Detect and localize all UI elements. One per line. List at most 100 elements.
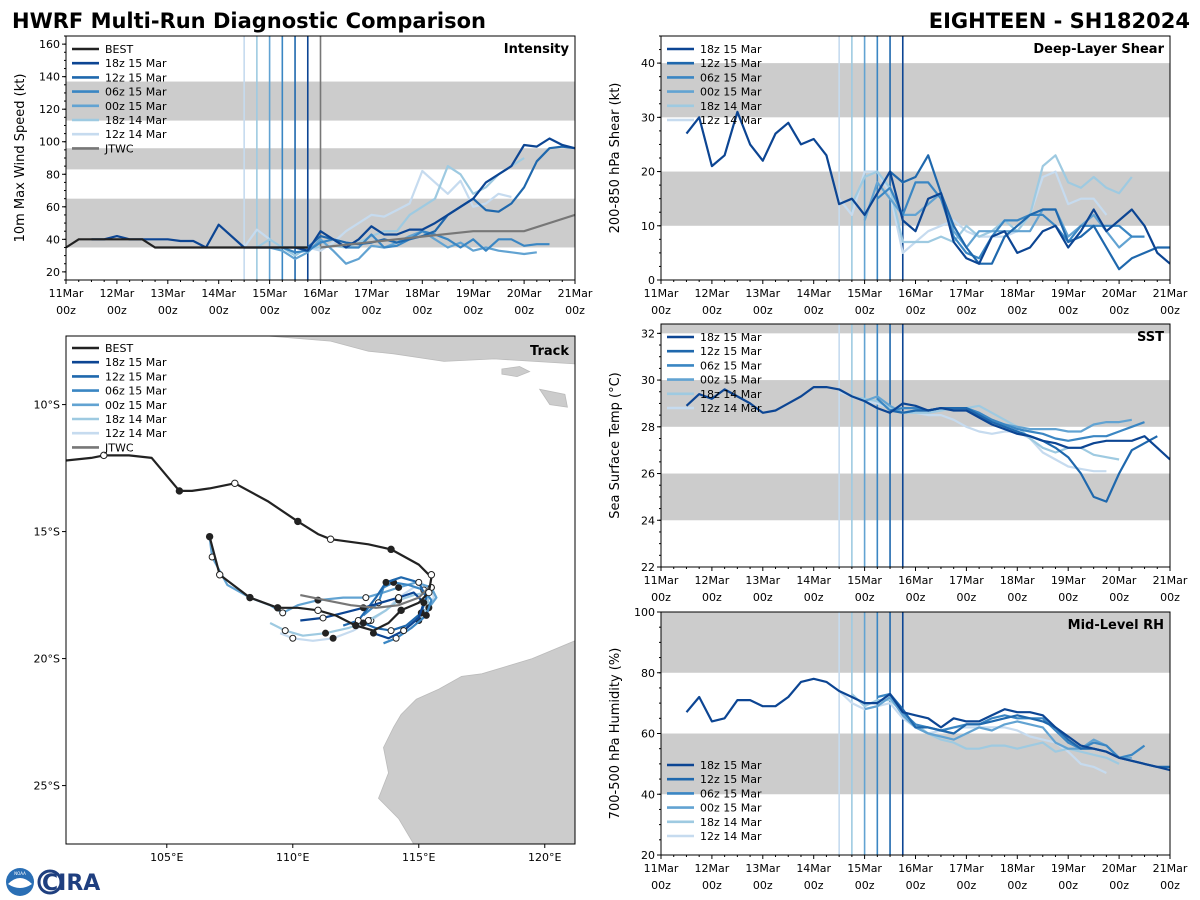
sst-xtick-sublabel: 00z <box>1160 591 1180 604</box>
shear-legend-label: 12z 14 Mar <box>700 114 762 127</box>
track-legend-label: 18z 15 Mar <box>105 356 167 369</box>
track-xtick-label: 110°E <box>276 851 309 864</box>
rh-xtick-sublabel: 00z <box>1160 879 1180 892</box>
sst-xtick-label: 14Mar <box>796 574 831 587</box>
intensity-jtwc-line <box>320 213 575 249</box>
intensity-legend-label: BEST <box>105 43 133 56</box>
intensity-ytick-label: 20 <box>46 266 60 279</box>
rh-legend-label: 12z 14 Mar <box>700 830 762 843</box>
intensity-title: Intensity <box>504 42 570 57</box>
intensity-ytick-label: 60 <box>46 201 60 214</box>
shear-xtick-label: 21Mar <box>1153 287 1188 300</box>
sst-band <box>661 380 1170 427</box>
intensity-xtick-label: 20Mar <box>507 287 542 300</box>
rh-ytick-label: 40 <box>641 788 655 801</box>
storm-id-title: EIGHTEEN - SH182024 <box>929 9 1190 33</box>
shear-xtick-label: 14Mar <box>796 287 831 300</box>
shear-xtick-sublabel: 00z <box>1160 304 1180 317</box>
shear-ytick-label: 0 <box>648 274 655 287</box>
intensity-legend-label: JTWC <box>104 142 134 155</box>
shear-xtick-label: 15Mar <box>847 287 882 300</box>
sst-legend-label: 18z 14 Mar <box>700 388 762 401</box>
rh-title: Mid-Level RH <box>1068 618 1164 633</box>
cira-globe-icon <box>37 869 63 895</box>
sst-xtick-label: 17Mar <box>949 574 984 587</box>
track-best-point <box>246 593 254 602</box>
rh-series-line <box>864 695 1132 759</box>
sst-legend-label: 12z 15 Mar <box>700 345 762 358</box>
shear-legend-label: 18z 14 Mar <box>700 100 762 113</box>
rh-xtick-label: 11Mar <box>644 862 679 875</box>
track-series-point <box>281 627 289 635</box>
sst-xtick-sublabel: 00z <box>753 591 773 604</box>
shear-legend-label: 00z 15 Mar <box>700 86 762 99</box>
sst-band <box>661 324 1170 334</box>
shear-ytick-label: 40 <box>641 57 655 70</box>
shear-ytick-label: 20 <box>641 166 655 179</box>
track-ytick-label: 15°S <box>34 526 60 539</box>
track-series-point <box>387 627 395 635</box>
rh-xtick-label: 21Mar <box>1153 862 1188 875</box>
rh-legend-label: 18z 15 Mar <box>700 759 762 772</box>
track-panel: 105°E 110°E 115°E 120°E 10°S 15°S 20°S 25°S Trac… <box>34 335 576 864</box>
shear-xtick-sublabel: 00z <box>1007 304 1027 317</box>
rh-xtick-sublabel: 00z <box>855 879 875 892</box>
sst-title: SST <box>1137 330 1164 345</box>
rh-xtick-sublabel: 00z <box>753 879 773 892</box>
track-xtick-label: 115°E <box>402 851 435 864</box>
rh-xtick-label: 17Mar <box>949 862 984 875</box>
track-legend-label: 12z 14 Mar <box>105 427 167 440</box>
track-best-point <box>387 545 395 554</box>
intensity-xtick-sublabel: 00z <box>158 304 178 317</box>
noaa-wave-icon <box>8 878 32 888</box>
track-legend-label: 06z 15 Mar <box>105 385 167 398</box>
sst-ytick-label: 32 <box>641 327 655 340</box>
shear-ytick-label: 10 <box>641 220 655 233</box>
rh-xtick-label: 19Mar <box>1051 862 1086 875</box>
track-title: Track <box>530 344 569 359</box>
shear-xtick-sublabel: 00z <box>1109 304 1129 317</box>
intensity-xtick-sublabel: 00z <box>56 304 76 317</box>
sst-xtick-label: 21Mar <box>1153 574 1188 587</box>
track-series-point <box>395 594 403 602</box>
intensity-ytick-label: 100 <box>39 136 60 149</box>
sst-ylabel: Sea Surface Temp (°C) <box>608 372 623 519</box>
rh-xtick-label: 12Mar <box>695 862 730 875</box>
shear-xtick-sublabel: 00z <box>906 304 926 317</box>
shear-xtick-sublabel: 00z <box>957 304 977 317</box>
intensity-xtick-sublabel: 00z <box>107 304 127 317</box>
intensity-xtick-sublabel: 00z <box>514 304 534 317</box>
intensity-xtick-label: 12Mar <box>100 287 135 300</box>
track-ytick-label: 10°S <box>34 399 60 412</box>
intensity-xtick-label: 11Mar <box>49 287 84 300</box>
intensity-xtick-label: 15Mar <box>252 287 287 300</box>
sst-legend-label: 06z 15 Mar <box>700 359 762 372</box>
sst-xtick-sublabel: 00z <box>651 591 671 604</box>
sst-xtick-label: 15Mar <box>847 574 882 587</box>
shear-series-line <box>685 110 1170 265</box>
track-best-point <box>427 571 436 579</box>
sst-ytick-label: 28 <box>641 421 655 434</box>
sst-legend-label: 18z 15 Mar <box>700 331 762 344</box>
intensity-legend-label: 12z 14 Mar <box>105 128 167 141</box>
shear-xtick-label: 16Mar <box>898 287 933 300</box>
shear-xtick-label: 12Mar <box>695 287 730 300</box>
rh-legend-label: 18z 14 Mar <box>700 816 762 829</box>
track-map-group <box>66 336 575 844</box>
intensity-legend-label: 06z 15 Mar <box>105 86 167 99</box>
track-legend-label: 12z 15 Mar <box>105 370 167 383</box>
track-series-point <box>400 627 408 635</box>
rh-xtick-label: 20Mar <box>1102 862 1137 875</box>
shear-series-line <box>889 154 1170 271</box>
intensity-xtick-sublabel: 00z <box>463 304 483 317</box>
intensity-xtick-label: 16Mar <box>303 287 338 300</box>
rh-xtick-label: 18Mar <box>1000 862 1035 875</box>
rh-xtick-label: 14Mar <box>796 862 831 875</box>
sst-series-group <box>685 386 1170 503</box>
rh-legend-label: 12z 15 Mar <box>700 773 762 786</box>
track-jtwc-line <box>300 586 430 609</box>
intensity-series-line <box>281 230 550 254</box>
track-series-point <box>362 594 370 602</box>
shear-ylabel: 200-850 hPa Shear (kt) <box>608 83 623 234</box>
sst-xtick-sublabel: 00z <box>1058 591 1078 604</box>
